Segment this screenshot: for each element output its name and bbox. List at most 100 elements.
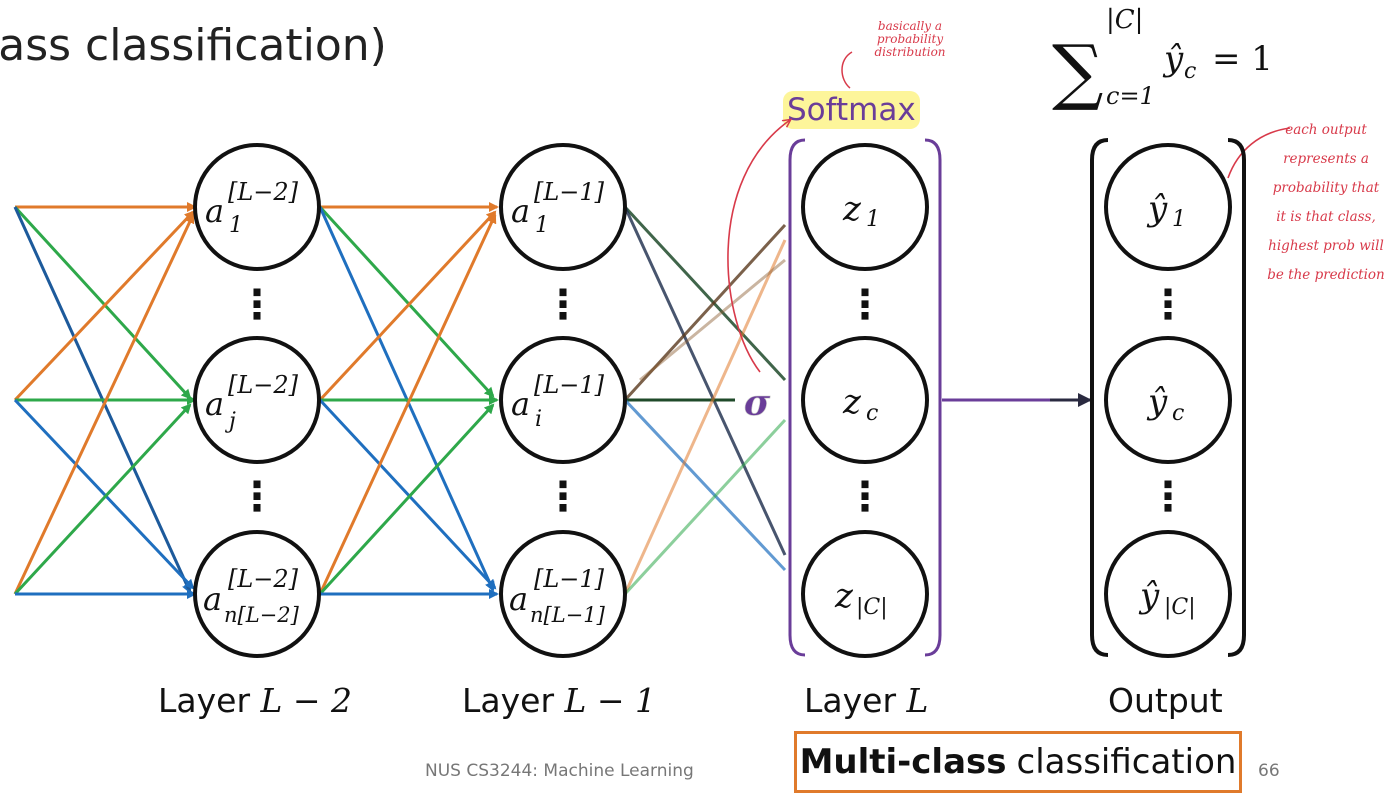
layer-label-l-minus-1: Layer L − 1 — [462, 681, 656, 720]
node-label-sup: [L−1] — [534, 178, 605, 206]
layer-label-output: Output — [1108, 681, 1223, 720]
edge — [623, 398, 787, 572]
footer-course: NUS CS3244: Machine Learning — [425, 761, 694, 781]
vertical-ellipsis: ⋮ — [1148, 474, 1188, 520]
node-label-base: z — [842, 382, 862, 422]
input-edges — [13, 202, 197, 599]
sum-term-sub: c — [1184, 59, 1196, 84]
sum-upper: |C| — [1106, 5, 1143, 35]
node-label-sub: n[L−2] — [224, 603, 300, 627]
node-circle — [499, 143, 627, 271]
node-label-sub: 1 — [866, 207, 880, 232]
output-bracket-right — [1227, 138, 1246, 657]
node-label-base: z — [834, 576, 854, 616]
node-label-base: a — [511, 385, 530, 423]
node-label-base: ŷ — [1146, 189, 1168, 229]
edge — [623, 205, 787, 382]
node-label-sub: |C| — [1164, 595, 1196, 620]
edge — [318, 205, 495, 398]
edge — [318, 213, 497, 595]
layer-l-bracket-right — [924, 138, 942, 657]
annotation-right-note: each output represents a probability tha… — [1266, 116, 1386, 290]
node-label-sup: [L−1] — [534, 565, 605, 593]
vertical-ellipsis: ⋮ — [237, 474, 277, 520]
output-bracket-left — [1090, 138, 1109, 657]
node-label-base: a — [205, 192, 224, 230]
annotation-top-text: basically a probability distribution — [874, 19, 946, 59]
annotation-bracket-top — [841, 51, 853, 89]
page-number: 66 — [1258, 761, 1280, 781]
sum-term: ŷ — [1162, 39, 1184, 79]
annotation-right-text: each output represents a probability tha… — [1267, 122, 1385, 283]
node-label-sub: 1 — [1172, 207, 1186, 232]
layer-label-text: Layer — [462, 681, 565, 720]
edge — [623, 223, 787, 402]
vertical-ellipsis: ⋮ — [845, 474, 885, 520]
sum-symbol: ∑ — [1052, 29, 1103, 113]
node-circle — [193, 336, 321, 464]
layer-label-math: L − 1 — [564, 681, 657, 720]
node-label-base: ŷ — [1138, 576, 1160, 616]
node-label-sub: |C| — [856, 595, 888, 620]
layer-label-text: Layer — [804, 681, 907, 720]
vertical-ellipsis: ⋮ — [543, 474, 583, 520]
layer-label-text: Output — [1108, 681, 1223, 720]
node-label-base: a — [509, 580, 528, 618]
node-label-base: ŷ — [1146, 382, 1168, 422]
node-label-sup: [L−2] — [228, 565, 299, 593]
softmax-label: Softmax — [783, 91, 920, 129]
node-label-sub: c — [866, 401, 878, 426]
vertical-ellipsis: ⋮ — [845, 282, 885, 328]
edge — [639, 258, 786, 382]
edge — [318, 210, 497, 402]
edge — [623, 239, 787, 595]
layer-label-math: L — [906, 681, 929, 720]
sum-lower: c=1 — [1106, 82, 1155, 110]
node-circle — [801, 336, 929, 464]
annotation-arrow-sigma — [727, 120, 790, 373]
node-circle — [801, 530, 929, 658]
node-circle — [193, 143, 321, 271]
hidden-edges — [318, 202, 499, 599]
node-circle — [499, 530, 627, 658]
annotation-top-note: basically a probability distribution — [850, 20, 970, 59]
node-label-sub: i — [535, 407, 542, 432]
sum-formula: ∑ |C| c=1 ŷ c = 1 — [1052, 5, 1273, 113]
vertical-ellipsis: ⋮ — [237, 282, 277, 328]
layer-label-l: Layer L — [804, 681, 928, 720]
layer-label-l-minus-2: Layer L − 2 — [158, 681, 352, 720]
sum-rhs: = 1 — [1212, 39, 1273, 79]
node-label-sup: [L−2] — [228, 371, 299, 399]
slide-title: lass classification) — [0, 20, 387, 71]
edge — [13, 213, 195, 595]
layer-label-text: Layer — [158, 681, 261, 720]
vertical-ellipsis: ⋮ — [543, 282, 583, 328]
node-circle — [1104, 530, 1232, 658]
output-edges — [623, 205, 787, 596]
edge — [318, 403, 495, 596]
edge — [623, 418, 787, 596]
multiclass-box: Multi-class classification — [794, 731, 1242, 793]
layer-label-math: L − 2 — [260, 681, 353, 720]
node-label-sup: [L−2] — [228, 178, 299, 206]
vertical-ellipsis: ⋮ — [1148, 282, 1188, 328]
node-labels: a [L−2] 1 a [L−2] j a [L−2] n[L−2] a [L−… — [203, 178, 1196, 627]
node-circle — [1104, 336, 1232, 464]
node-label-base: a — [205, 385, 224, 423]
node-label-sup: [L−1] — [534, 371, 605, 399]
edge — [13, 403, 192, 596]
layer-l-bracket-left — [788, 138, 806, 657]
node-label-sub: c — [1172, 401, 1184, 426]
node-circle — [193, 530, 321, 658]
node-label-sub: 1 — [229, 213, 243, 238]
edge — [13, 398, 195, 590]
sigma-symbol: σ — [744, 382, 771, 424]
node-label-base: a — [203, 580, 222, 618]
node-label-base: a — [511, 192, 530, 230]
multiclass-rest: classification — [1016, 742, 1237, 782]
node-label-sub: 1 — [535, 213, 549, 238]
ellipses: ⋮ ⋮ ⋮ ⋮ ⋮ ⋮ ⋮ ⋮ — [237, 282, 1188, 520]
edge — [623, 206, 787, 556]
nodes — [193, 143, 1232, 658]
